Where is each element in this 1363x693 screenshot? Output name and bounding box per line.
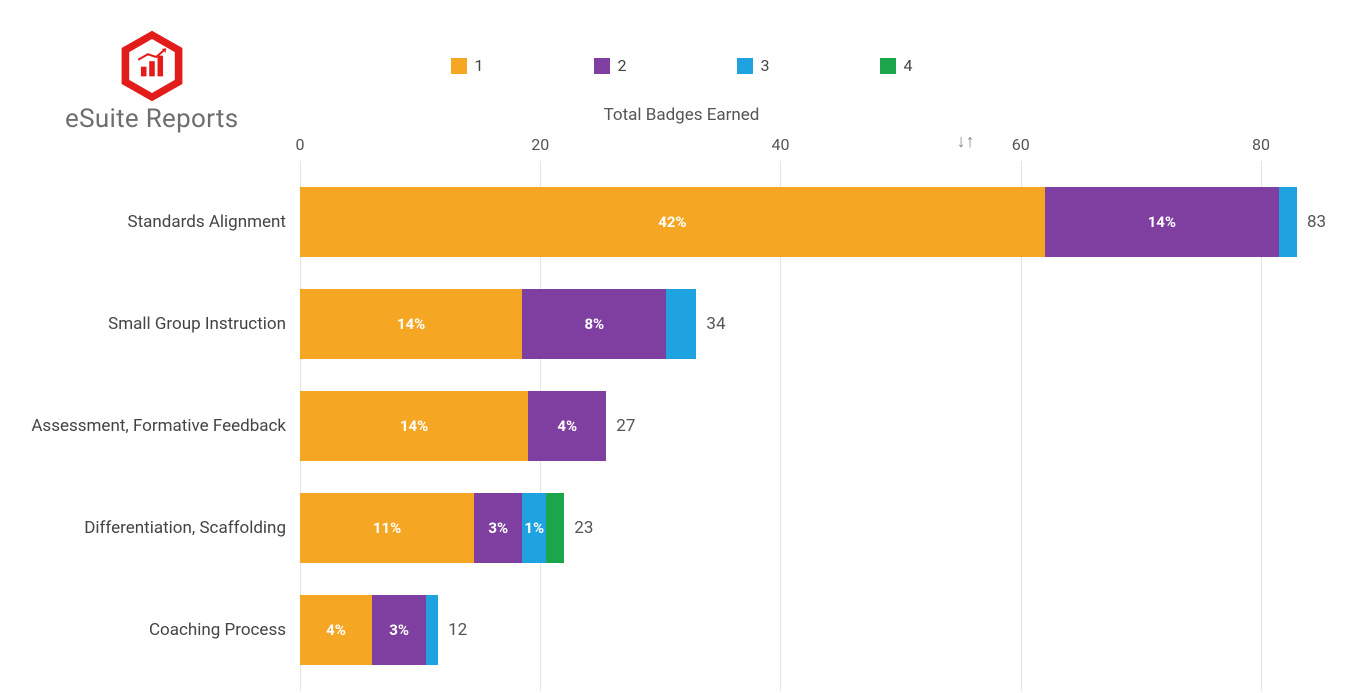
stacked-bar[interactable]: 4%3% bbox=[300, 595, 438, 665]
sort-icon[interactable]: ↓↑ bbox=[957, 131, 975, 152]
x-tick-label: 60 bbox=[1012, 135, 1030, 154]
category-label: Assessment, Formative Feedback bbox=[31, 416, 286, 436]
stacked-bar[interactable]: 11%3%1% bbox=[300, 493, 564, 563]
category-label: Standards Alignment bbox=[128, 212, 286, 232]
bar-segment-series-3[interactable] bbox=[666, 289, 696, 359]
bar-segment-series-4[interactable] bbox=[546, 493, 564, 563]
bar-segment-series-2[interactable]: 3% bbox=[372, 595, 426, 665]
bar-segment-series-3[interactable]: 1% bbox=[522, 493, 546, 563]
legend-swatch bbox=[451, 58, 467, 74]
legend-swatch bbox=[737, 58, 753, 74]
bar-segment-series-1[interactable]: 14% bbox=[300, 391, 528, 461]
stacked-bar[interactable]: 14%8% bbox=[300, 289, 696, 359]
legend-item-1[interactable]: 1 bbox=[451, 56, 484, 75]
legend-label: 1 bbox=[475, 56, 484, 75]
bar-segment-series-1[interactable]: 4% bbox=[300, 595, 372, 665]
x-tick-label: 0 bbox=[296, 135, 305, 154]
legend-swatch bbox=[594, 58, 610, 74]
row-total: 23 bbox=[574, 518, 593, 538]
bar-segment-series-2[interactable]: 3% bbox=[474, 493, 522, 563]
legend: 1 2 3 4 bbox=[0, 56, 1363, 75]
legend-label: 2 bbox=[618, 56, 627, 75]
plot: 020406080↓↑Standards Alignment42%14%83Sm… bbox=[300, 131, 1285, 691]
category-label: Small Group Instruction bbox=[108, 314, 286, 334]
category-label: Differentiation, Scaffolding bbox=[84, 518, 286, 538]
category-label: Coaching Process bbox=[149, 620, 286, 640]
bar-segment-series-2[interactable]: 4% bbox=[528, 391, 606, 461]
bar-segment-series-1[interactable]: 14% bbox=[300, 289, 522, 359]
row-total: 12 bbox=[448, 620, 467, 640]
bar-segment-series-3[interactable] bbox=[1279, 187, 1297, 257]
bar-segment-series-2[interactable]: 8% bbox=[522, 289, 666, 359]
legend-item-2[interactable]: 2 bbox=[594, 56, 627, 75]
legend-swatch bbox=[880, 58, 896, 74]
bar-segment-series-1[interactable]: 42% bbox=[300, 187, 1045, 257]
bar-segment-series-1[interactable]: 11% bbox=[300, 493, 474, 563]
stacked-bar[interactable]: 42%14% bbox=[300, 187, 1297, 257]
legend-item-3[interactable]: 3 bbox=[737, 56, 770, 75]
x-tick-label: 40 bbox=[771, 135, 789, 154]
x-axis-title: Total Badges Earned bbox=[0, 105, 1363, 125]
legend-label: 4 bbox=[904, 56, 913, 75]
row-total: 83 bbox=[1307, 212, 1326, 232]
x-tick-label: 80 bbox=[1252, 135, 1270, 154]
row-total: 27 bbox=[616, 416, 635, 436]
legend-item-4[interactable]: 4 bbox=[880, 56, 913, 75]
row-total: 34 bbox=[706, 314, 725, 334]
x-tick-label: 20 bbox=[531, 135, 549, 154]
bar-segment-series-3[interactable] bbox=[426, 595, 438, 665]
stacked-bar[interactable]: 14%4% bbox=[300, 391, 606, 461]
bar-segment-series-2[interactable]: 14% bbox=[1045, 187, 1279, 257]
legend-label: 3 bbox=[761, 56, 770, 75]
